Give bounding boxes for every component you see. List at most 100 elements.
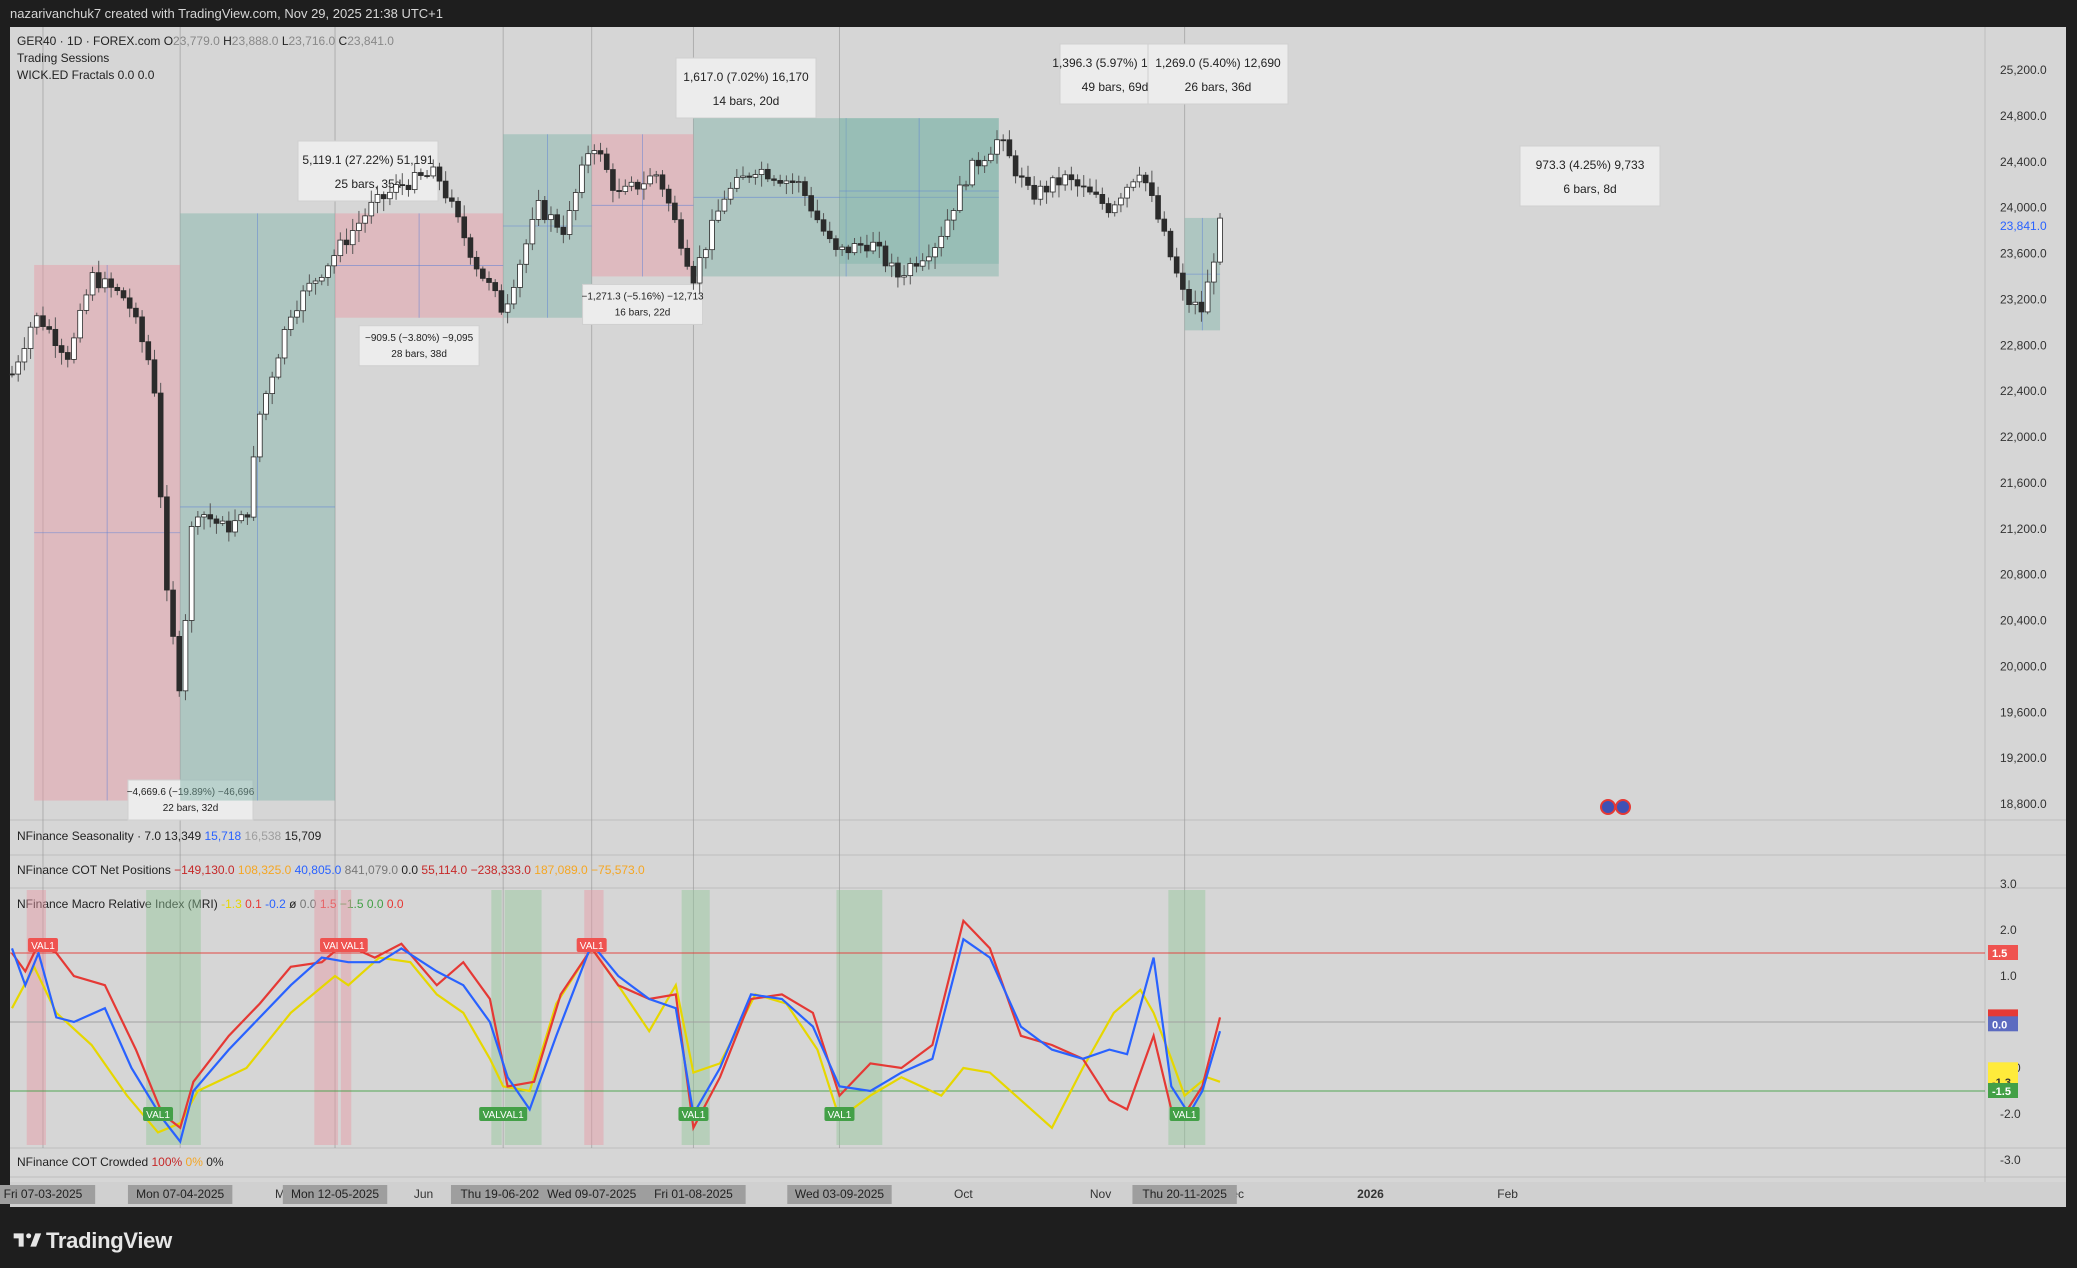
- candle-body: [1099, 194, 1106, 204]
- candle-body: [820, 219, 827, 232]
- candle-body: [907, 263, 914, 277]
- candle-body: [1062, 174, 1068, 186]
- candle-body: [1093, 191, 1099, 195]
- candle-body: [102, 278, 108, 289]
- highlighted-date-label: Mon 07-04-2025: [136, 1187, 224, 1201]
- mri-tick-label: -2.0: [2000, 1107, 2021, 1121]
- candle-body: [1000, 139, 1006, 142]
- candle-body: [554, 214, 560, 228]
- candle-body: [1012, 155, 1019, 177]
- candle-body: [108, 278, 114, 288]
- candle-body: [901, 275, 907, 278]
- signal-badge-text: VAL1: [146, 1110, 170, 1121]
- candle-body: [294, 310, 300, 318]
- candle-body: [1025, 176, 1031, 186]
- candle-body: [387, 191, 393, 200]
- candle-body: [591, 150, 598, 155]
- candle-body: [1204, 281, 1211, 313]
- candle-body: [455, 200, 461, 218]
- signal-badge-text: VAL1: [323, 941, 347, 952]
- signal-badge: [824, 1107, 855, 1121]
- candle-body: [777, 180, 783, 184]
- candle-body: [164, 496, 170, 591]
- signal-zone: [1168, 890, 1206, 1145]
- candle-body: [1049, 177, 1056, 193]
- candle-body: [337, 239, 344, 257]
- candle-body: [133, 307, 139, 318]
- cot-legend: NFinance COT Net Positions −149,130.0 10…: [17, 863, 645, 877]
- highlighted-date-label: Fri 01-08-2025: [654, 1187, 733, 1201]
- signal-badge-text: VAL1: [341, 941, 365, 952]
- candle-body: [250, 456, 257, 518]
- candle-body: [975, 159, 982, 167]
- candle-body: [1180, 272, 1186, 290]
- measure-label-change: 5,119.1 (27.22%) 51,191: [302, 153, 434, 167]
- price-tick-label: 24,800.0: [2000, 109, 2047, 123]
- candle-body: [944, 219, 951, 237]
- mri-series-line: [11, 918, 1222, 1132]
- price-tick-label: 22,800.0: [2000, 338, 2047, 352]
- candle-body: [405, 184, 412, 190]
- mri-axis-badge: [1988, 1083, 2018, 1098]
- signal-badge-text: VAL1: [1173, 1110, 1197, 1121]
- mri-axis-badge-text: -1.5: [1992, 1086, 2011, 1098]
- candle-body: [1118, 197, 1124, 206]
- candle-body: [1018, 175, 1025, 178]
- candle-body: [541, 200, 548, 221]
- candle-body: [461, 216, 468, 239]
- candle-body: [263, 393, 269, 415]
- candle-body: [176, 636, 183, 692]
- candle-body: [653, 174, 660, 177]
- candle-body: [957, 184, 963, 211]
- candle-body: [170, 589, 176, 637]
- tradingview-logo[interactable]: TradingView: [12, 1228, 172, 1254]
- candle-body: [318, 277, 325, 282]
- candle-body: [888, 262, 895, 267]
- candle-body: [1056, 177, 1062, 186]
- candle-body: [616, 190, 622, 192]
- candle-body: [517, 263, 523, 288]
- signal-badge: [678, 1107, 709, 1121]
- highlighted-date-box: [450, 1185, 556, 1204]
- measure-label-bars: 6 bars, 8d: [1563, 182, 1616, 196]
- candle-body: [566, 210, 573, 235]
- candle-body: [994, 139, 1000, 155]
- candle-body: [27, 326, 34, 349]
- candle-body: [1161, 218, 1168, 232]
- mri-series-line: [10, 937, 1222, 1145]
- candle-body: [418, 172, 424, 176]
- measure-label-bars: 16 bars, 22d: [615, 308, 671, 319]
- highlighted-date-label: Fri 07-03-2025: [4, 1187, 83, 1201]
- candle-body: [919, 260, 926, 267]
- candle-body: [783, 180, 790, 184]
- seasonality-legend: NFinance Seasonality · 7.0 13,349 15,718…: [17, 829, 322, 843]
- candle-body: [913, 263, 920, 267]
- candle-body: [287, 316, 294, 330]
- mri-series-line: [11, 946, 1221, 1134]
- candle-body: [9, 373, 15, 376]
- signal-badge-text: VAL1: [580, 941, 604, 952]
- candle-body: [238, 514, 245, 522]
- measure-label-bars: 25 bars, 35d: [335, 177, 402, 191]
- candle-body: [424, 175, 430, 177]
- price-tick-label: 20,000.0: [2000, 659, 2047, 673]
- highlighted-date-box: [282, 1185, 388, 1204]
- candle-body: [926, 256, 932, 262]
- candle-body: [77, 309, 83, 339]
- candle-body: [950, 210, 957, 221]
- candle-body: [560, 226, 567, 235]
- candle-body: [758, 168, 765, 176]
- signal-badge-text: VAL1: [31, 941, 55, 952]
- candle-body: [1142, 174, 1149, 184]
- measure-label-bars: 14 bars, 20d: [713, 94, 780, 108]
- candle-body: [374, 194, 381, 203]
- mri-legend: NFinance Macro Relative Index (MRI) -1.3…: [17, 897, 404, 911]
- mri-axis-badge: [1988, 1016, 2018, 1032]
- candle-body: [988, 153, 994, 162]
- candle-body: [114, 286, 121, 292]
- candle-body: [647, 175, 653, 185]
- measure-label-bars: 26 bars, 36d: [1185, 80, 1252, 94]
- candle-body: [21, 348, 28, 363]
- candle-body: [83, 294, 90, 311]
